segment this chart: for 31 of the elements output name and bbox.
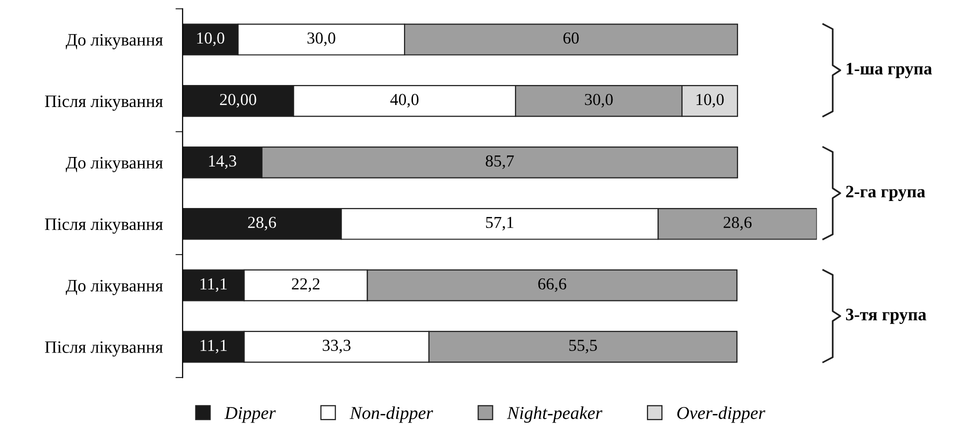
y-tick-label: До лікування bbox=[66, 280, 163, 296]
data-label: 60 bbox=[563, 32, 579, 44]
text: 2-га група bbox=[846, 186, 926, 202]
data-label: 30,0 bbox=[308, 32, 336, 46]
data-label: 85,7 bbox=[486, 155, 514, 169]
data-label: 57,1 bbox=[486, 216, 514, 230]
data-label: 28,6 bbox=[248, 216, 276, 230]
legend-label: Night-peaker bbox=[506, 406, 602, 423]
data-label: 14,3 bbox=[209, 155, 236, 169]
y-tick-label: До лікування bbox=[66, 156, 163, 172]
y-tick-label: Після лікування bbox=[44, 341, 163, 357]
y-tick-label: Після лікування bbox=[44, 95, 163, 111]
data-label: 22,2 bbox=[292, 278, 320, 292]
data-label: 20,00 bbox=[220, 94, 256, 108]
text: 3-тя група bbox=[846, 308, 926, 324]
data-label: 55,5 bbox=[569, 340, 597, 354]
data-label: 66,6 bbox=[538, 278, 566, 292]
text: 1-ша група bbox=[846, 62, 932, 78]
y-tick-label: Після лікування bbox=[44, 218, 163, 234]
data-label: 28,6 bbox=[724, 216, 752, 230]
data-label: 40,0 bbox=[390, 94, 418, 108]
data-label: 30,0 bbox=[584, 94, 613, 108]
data-label: 10,0 bbox=[197, 32, 224, 46]
legend-label: Dipper bbox=[224, 406, 276, 423]
y-tick-label: До лікування bbox=[66, 34, 163, 50]
data-label: 10,0 bbox=[696, 94, 724, 108]
data-label: 11,1 bbox=[200, 278, 227, 292]
data-label: 11,1 bbox=[200, 340, 227, 354]
legend-label: Over-dipper bbox=[677, 406, 766, 423]
data-label: 33,3 bbox=[322, 340, 351, 354]
legend-label: Non-dipper bbox=[350, 406, 434, 423]
